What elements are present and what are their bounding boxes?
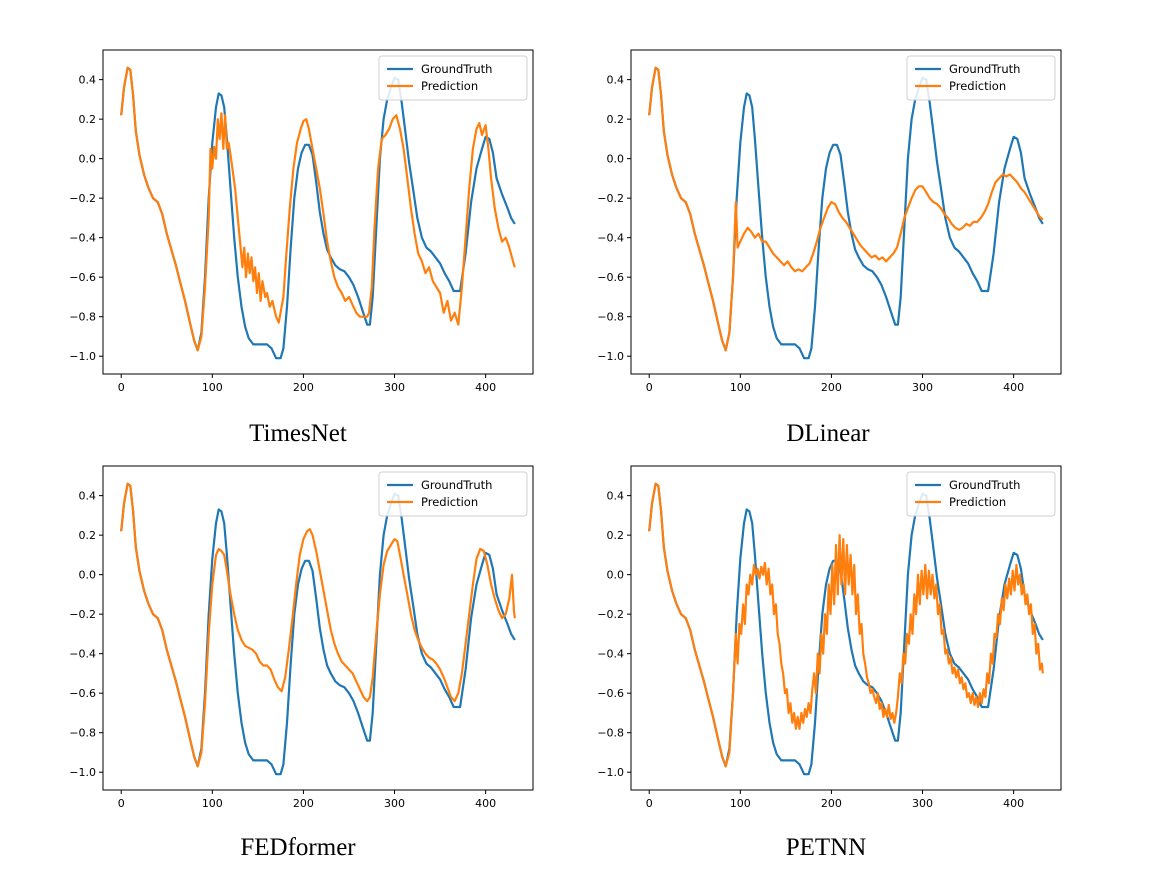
panel-caption: DLinear — [786, 420, 870, 447]
x-tick-label: 400 — [1003, 797, 1024, 810]
x-tick-label: 400 — [1003, 381, 1024, 394]
x-tick-label: 100 — [730, 381, 751, 394]
x-tick-label: 0 — [118, 797, 125, 810]
y-tick-label: −1.0 — [69, 350, 96, 363]
x-tick-label: 200 — [821, 797, 842, 810]
prediction-line — [120, 66, 516, 352]
legend-box — [906, 471, 1056, 517]
x-tick-label: 400 — [475, 797, 496, 810]
prediction-line — [648, 482, 1044, 768]
legend-label-groundtruth: GroundTruth — [421, 62, 492, 76]
y-tick-label: 0.4 — [79, 490, 97, 503]
panel-caption: PETNN — [786, 834, 867, 861]
x-tick-label: 300 — [384, 797, 405, 810]
y-tick-label: −0.8 — [597, 727, 624, 740]
y-tick-label: −0.6 — [69, 687, 96, 700]
y-tick-label: −1.0 — [597, 766, 624, 779]
y-tick-label: −0.6 — [597, 687, 624, 700]
y-tick-label: 0.4 — [79, 74, 97, 87]
y-tick-label: −0.2 — [69, 192, 96, 205]
panel-timesnet: 0 100 200 300 400 −1.0 −0.8 −0.6 −0.4 −0.2 0.0 0.2 0… — [69, 49, 534, 447]
legend-label-groundtruth: GroundTruth — [949, 62, 1020, 76]
x-tick-label: 100 — [202, 381, 223, 394]
y-tick-label: 0.0 — [607, 569, 625, 582]
y-tick-label: 0.0 — [79, 153, 97, 166]
x-tick-label: 400 — [475, 381, 496, 394]
legend-label-prediction: Prediction — [949, 79, 1006, 93]
legend-box — [378, 471, 528, 517]
axes-frame — [102, 49, 534, 375]
x-tick-label: 0 — [118, 381, 125, 394]
y-tick-label: −0.8 — [69, 311, 96, 324]
x-tick-label: 200 — [293, 797, 314, 810]
x-tick-label: 0 — [646, 381, 653, 394]
ground-truth-line — [648, 482, 1044, 776]
legend-box — [906, 55, 1056, 101]
x-tick-label: 300 — [912, 381, 933, 394]
panel-petnn: 0 100 200 300 400 −1.0 −0.8 −0.6 −0.4 −0.2 0.0 0.2 0… — [597, 465, 1062, 861]
y-tick-label: −0.4 — [597, 232, 624, 245]
x-tick-label: 0 — [646, 797, 653, 810]
y-tick-label: −0.6 — [597, 271, 624, 284]
y-tick-label: 0.2 — [79, 529, 97, 542]
x-tick-label: 300 — [912, 797, 933, 810]
legend-label-prediction: Prediction — [421, 79, 478, 93]
y-tick-label: 0.2 — [607, 529, 625, 542]
legend-label-prediction: Prediction — [421, 495, 478, 509]
ground-truth-line — [120, 482, 516, 776]
y-tick-label: −0.2 — [597, 192, 624, 205]
panel-caption: FEDformer — [240, 834, 356, 861]
x-tick-label: 100 — [730, 797, 751, 810]
panel-fedformer: 0 100 200 300 400 −1.0 −0.8 −0.6 −0.4 −0.2 0.0 0.2 0… — [69, 465, 534, 861]
y-tick-label: 0.2 — [79, 113, 97, 126]
x-tick-label: 100 — [202, 797, 223, 810]
axes-frame — [630, 465, 1062, 791]
panel-dlinear: 0 100 200 300 400 −1.0 −0.8 −0.6 −0.4 −0.2 0.0 0.2 0… — [597, 49, 1062, 447]
y-tick-label: −0.8 — [597, 311, 624, 324]
prediction-line — [120, 482, 516, 768]
prediction-line — [648, 66, 1044, 352]
y-tick-label: −0.6 — [69, 271, 96, 284]
y-tick-label: 0.0 — [79, 569, 97, 582]
legend-label-groundtruth: GroundTruth — [949, 478, 1020, 492]
y-tick-label: −0.8 — [69, 727, 96, 740]
y-tick-label: −1.0 — [597, 350, 624, 363]
y-tick-label: −0.2 — [69, 608, 96, 621]
y-tick-label: −0.4 — [69, 648, 96, 661]
y-tick-label: 0.4 — [607, 490, 625, 503]
legend-label-prediction: Prediction — [949, 495, 1006, 509]
y-tick-label: −0.4 — [69, 232, 96, 245]
axes-frame — [630, 49, 1062, 375]
legend-box — [378, 55, 528, 101]
y-tick-label: −0.2 — [597, 608, 624, 621]
x-tick-label: 200 — [821, 381, 842, 394]
axes-frame — [102, 465, 534, 791]
y-tick-label: 0.4 — [607, 74, 625, 87]
x-tick-label: 300 — [384, 381, 405, 394]
y-tick-label: −0.4 — [597, 648, 624, 661]
panel-caption: TimesNet — [249, 420, 347, 447]
legend-label-groundtruth: GroundTruth — [421, 478, 492, 492]
y-tick-label: −1.0 — [69, 766, 96, 779]
y-tick-label: 0.2 — [607, 113, 625, 126]
y-tick-label: 0.0 — [607, 153, 625, 166]
x-tick-label: 200 — [293, 381, 314, 394]
